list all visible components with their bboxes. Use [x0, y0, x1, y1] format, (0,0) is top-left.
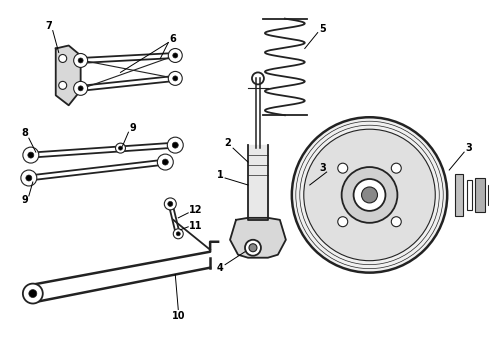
- Circle shape: [173, 229, 183, 239]
- Text: 1: 1: [217, 170, 223, 180]
- Circle shape: [59, 81, 67, 89]
- Circle shape: [168, 201, 173, 206]
- Circle shape: [338, 217, 348, 227]
- Text: 3: 3: [466, 143, 472, 153]
- Text: 9: 9: [22, 195, 28, 205]
- FancyBboxPatch shape: [475, 177, 485, 212]
- Circle shape: [252, 72, 264, 84]
- Circle shape: [304, 129, 435, 261]
- Circle shape: [392, 163, 401, 173]
- Text: 4: 4: [217, 263, 223, 273]
- Circle shape: [392, 217, 401, 227]
- Circle shape: [23, 147, 39, 163]
- Circle shape: [354, 179, 386, 211]
- FancyBboxPatch shape: [455, 174, 463, 216]
- Circle shape: [168, 49, 182, 62]
- Polygon shape: [248, 145, 268, 220]
- Circle shape: [29, 289, 37, 298]
- Circle shape: [173, 76, 178, 81]
- Circle shape: [78, 86, 83, 91]
- Circle shape: [74, 54, 88, 67]
- Circle shape: [78, 58, 83, 63]
- Circle shape: [292, 117, 447, 273]
- Circle shape: [338, 163, 348, 173]
- Circle shape: [74, 81, 88, 95]
- Circle shape: [157, 154, 173, 170]
- FancyBboxPatch shape: [488, 185, 490, 205]
- Circle shape: [116, 143, 125, 153]
- Circle shape: [59, 54, 67, 62]
- Circle shape: [245, 240, 261, 256]
- Circle shape: [167, 137, 183, 153]
- Text: 3: 3: [319, 163, 326, 173]
- Text: 10: 10: [172, 311, 185, 321]
- Polygon shape: [56, 45, 81, 105]
- Text: 5: 5: [319, 24, 326, 33]
- Circle shape: [23, 284, 43, 303]
- Text: 9: 9: [129, 123, 136, 133]
- Text: 11: 11: [189, 221, 202, 231]
- Text: 2: 2: [225, 138, 231, 148]
- Circle shape: [26, 175, 32, 181]
- Polygon shape: [230, 218, 286, 258]
- Circle shape: [21, 170, 37, 186]
- Text: 8: 8: [22, 128, 28, 138]
- Text: 6: 6: [169, 33, 175, 44]
- Circle shape: [342, 167, 397, 223]
- Text: 12: 12: [189, 205, 202, 215]
- Circle shape: [362, 187, 377, 203]
- Circle shape: [173, 53, 178, 58]
- Circle shape: [162, 159, 168, 165]
- Circle shape: [119, 146, 122, 150]
- Circle shape: [176, 232, 180, 236]
- Text: 7: 7: [46, 21, 52, 31]
- Circle shape: [164, 198, 176, 210]
- FancyBboxPatch shape: [467, 180, 472, 210]
- Circle shape: [249, 244, 257, 252]
- Circle shape: [28, 152, 34, 158]
- Circle shape: [168, 71, 182, 85]
- Circle shape: [172, 142, 178, 148]
